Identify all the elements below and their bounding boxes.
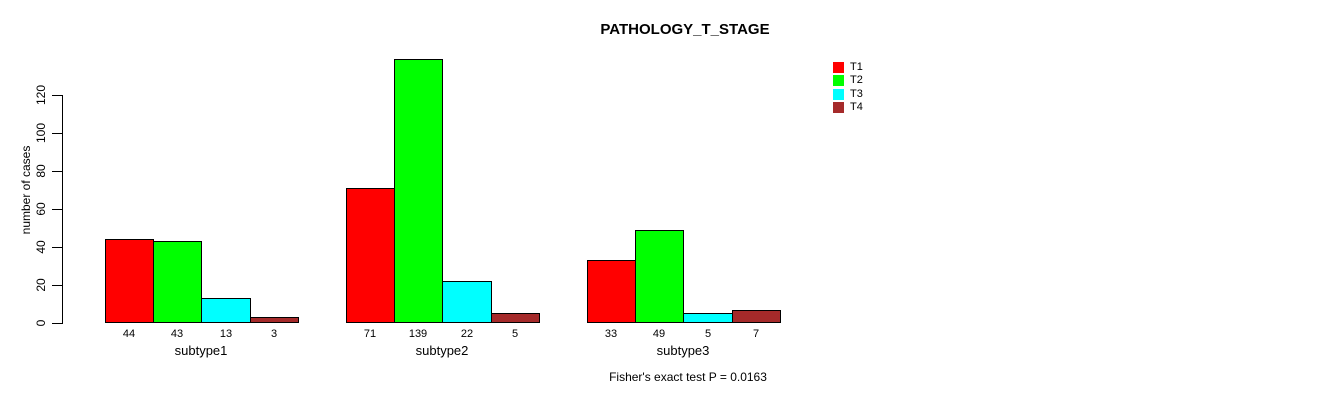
legend-swatch-T1 [833, 62, 844, 73]
y-tick-mark [52, 247, 62, 248]
bar-value-label: 3 [270, 328, 278, 340]
bar-subtype1-T1 [105, 239, 154, 323]
y-tick-label: 120 [34, 84, 48, 106]
legend-label-T3: T3 [850, 88, 863, 100]
bar-subtype3-T1 [587, 260, 636, 323]
bar-subtype2-T3 [442, 281, 492, 323]
legend-swatch-T4 [833, 102, 844, 113]
y-tick-label: 20 [34, 278, 48, 292]
bar-subtype2-T4 [491, 313, 540, 323]
bar-value-label: 43 [170, 328, 184, 340]
bar-subtype3-T3 [683, 313, 733, 323]
bar-value-label: 33 [604, 328, 618, 340]
y-tick-mark [52, 323, 62, 324]
y-tick-label: 40 [34, 240, 48, 254]
legend-swatch-T2 [833, 75, 844, 86]
y-tick-mark [52, 209, 62, 210]
bar-value-label: 22 [460, 328, 474, 340]
bar-subtype1-T4 [250, 317, 299, 323]
bar-value-label: 13 [219, 328, 233, 340]
category-label-subtype2: subtype2 [415, 343, 469, 358]
bar-subtype2-T1 [346, 188, 395, 323]
bar-subtype3-T4 [732, 310, 781, 323]
annotation-fishers-test: Fisher's exact test P = 0.0163 [609, 370, 767, 384]
y-tick-label: 100 [34, 122, 48, 144]
bar-subtype1-T2 [153, 241, 202, 323]
bar-value-label: 139 [408, 328, 428, 340]
y-tick-label: 0 [34, 319, 48, 327]
y-axis-label: number of cases [19, 145, 33, 235]
y-tick-label: 60 [34, 202, 48, 216]
bar-value-label: 71 [363, 328, 377, 340]
y-tick-mark [52, 285, 62, 286]
bar-value-label: 5 [704, 328, 712, 340]
y-tick-mark [52, 133, 62, 134]
category-label-subtype3: subtype3 [656, 343, 710, 358]
legend-label-T2: T2 [850, 74, 863, 86]
category-label-subtype1: subtype1 [174, 343, 228, 358]
legend-label-T1: T1 [850, 61, 863, 73]
y-tick-label: 80 [34, 164, 48, 178]
chart-title: PATHOLOGY_T_STAGE [600, 21, 770, 38]
y-axis-line [62, 95, 63, 324]
bar-subtype1-T3 [201, 298, 251, 323]
bar-subtype2-T2 [394, 59, 443, 323]
y-tick-mark [52, 95, 62, 96]
legend-label-T4: T4 [850, 101, 863, 113]
bar-value-label: 49 [652, 328, 666, 340]
bar-value-label: 7 [752, 328, 760, 340]
bar-value-label: 44 [122, 328, 136, 340]
bar-subtype3-T2 [635, 230, 684, 323]
legend-swatch-T3 [833, 89, 844, 100]
bar-value-label: 5 [511, 328, 519, 340]
y-tick-mark [52, 171, 62, 172]
